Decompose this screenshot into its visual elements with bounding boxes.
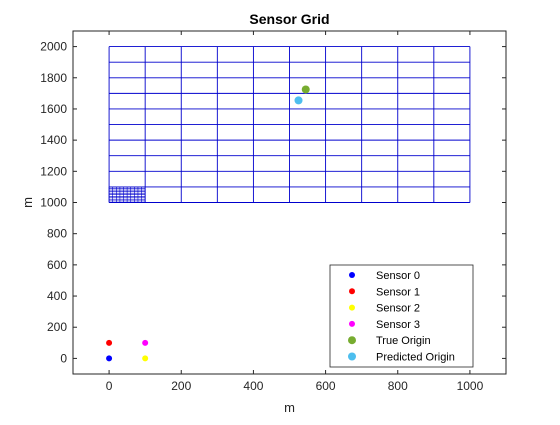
y-tick-label: 1000 [40,196,67,210]
y-tick-label: 2000 [40,40,67,54]
y-tick-label: 1600 [40,102,67,116]
chart-title: Sensor Grid [249,11,329,27]
x-tick-label: 0 [106,379,113,393]
legend-label: True Origin [376,335,431,347]
x-tick-label: 400 [243,379,263,393]
marker-true-origin [301,85,310,94]
y-tick-label: 800 [47,227,67,241]
legend: Sensor 0 Sensor 1 Sensor 2 Sensor 3 True Ori… [329,264,474,368]
legend-marker [349,304,355,311]
y-axis-label: m [20,197,35,208]
y-tick-label: 400 [47,289,67,303]
x-tick-label: 800 [388,379,408,393]
y-tick-label: 1200 [40,164,67,178]
y-tick-label: 200 [47,320,67,334]
legend-label: Sensor 1 [376,286,420,298]
x-axis-label: m [284,400,295,415]
legend-label: Predicted Origin [376,352,455,364]
y-tick-label: 1800 [40,71,67,85]
legend-marker [348,352,356,361]
legend-label: Sensor 2 [376,303,420,315]
data-markers [106,85,310,362]
y-tick-label: 1400 [40,133,67,147]
legend-marker [348,336,356,345]
legend-marker [349,288,355,295]
marker-sensor-1 [106,339,113,346]
y-tick-label: 600 [47,258,67,272]
marker-predicted-origin [294,96,303,105]
x-tick-label: 200 [171,379,191,393]
legend-marker [349,272,355,278]
legend-label: Sensor 0 [376,270,420,282]
legend-box [329,264,474,368]
y-axis-ticks: 0 200 400 600 800 1000 1200 1400 1600 1800 2000 [40,40,506,365]
legend-marker [349,320,355,327]
x-tick-label: 600 [316,379,336,393]
legend-label: Sensor 3 [376,319,420,331]
search-grid [108,46,471,203]
x-axis-ticks: 0 200 400 600 800 1000 [106,31,484,393]
marker-sensor-2 [142,355,149,362]
marker-sensor-3 [142,339,149,346]
y-tick-label: 0 [60,351,67,365]
marker-sensor-0 [106,355,113,362]
x-tick-label: 1000 [457,379,484,393]
